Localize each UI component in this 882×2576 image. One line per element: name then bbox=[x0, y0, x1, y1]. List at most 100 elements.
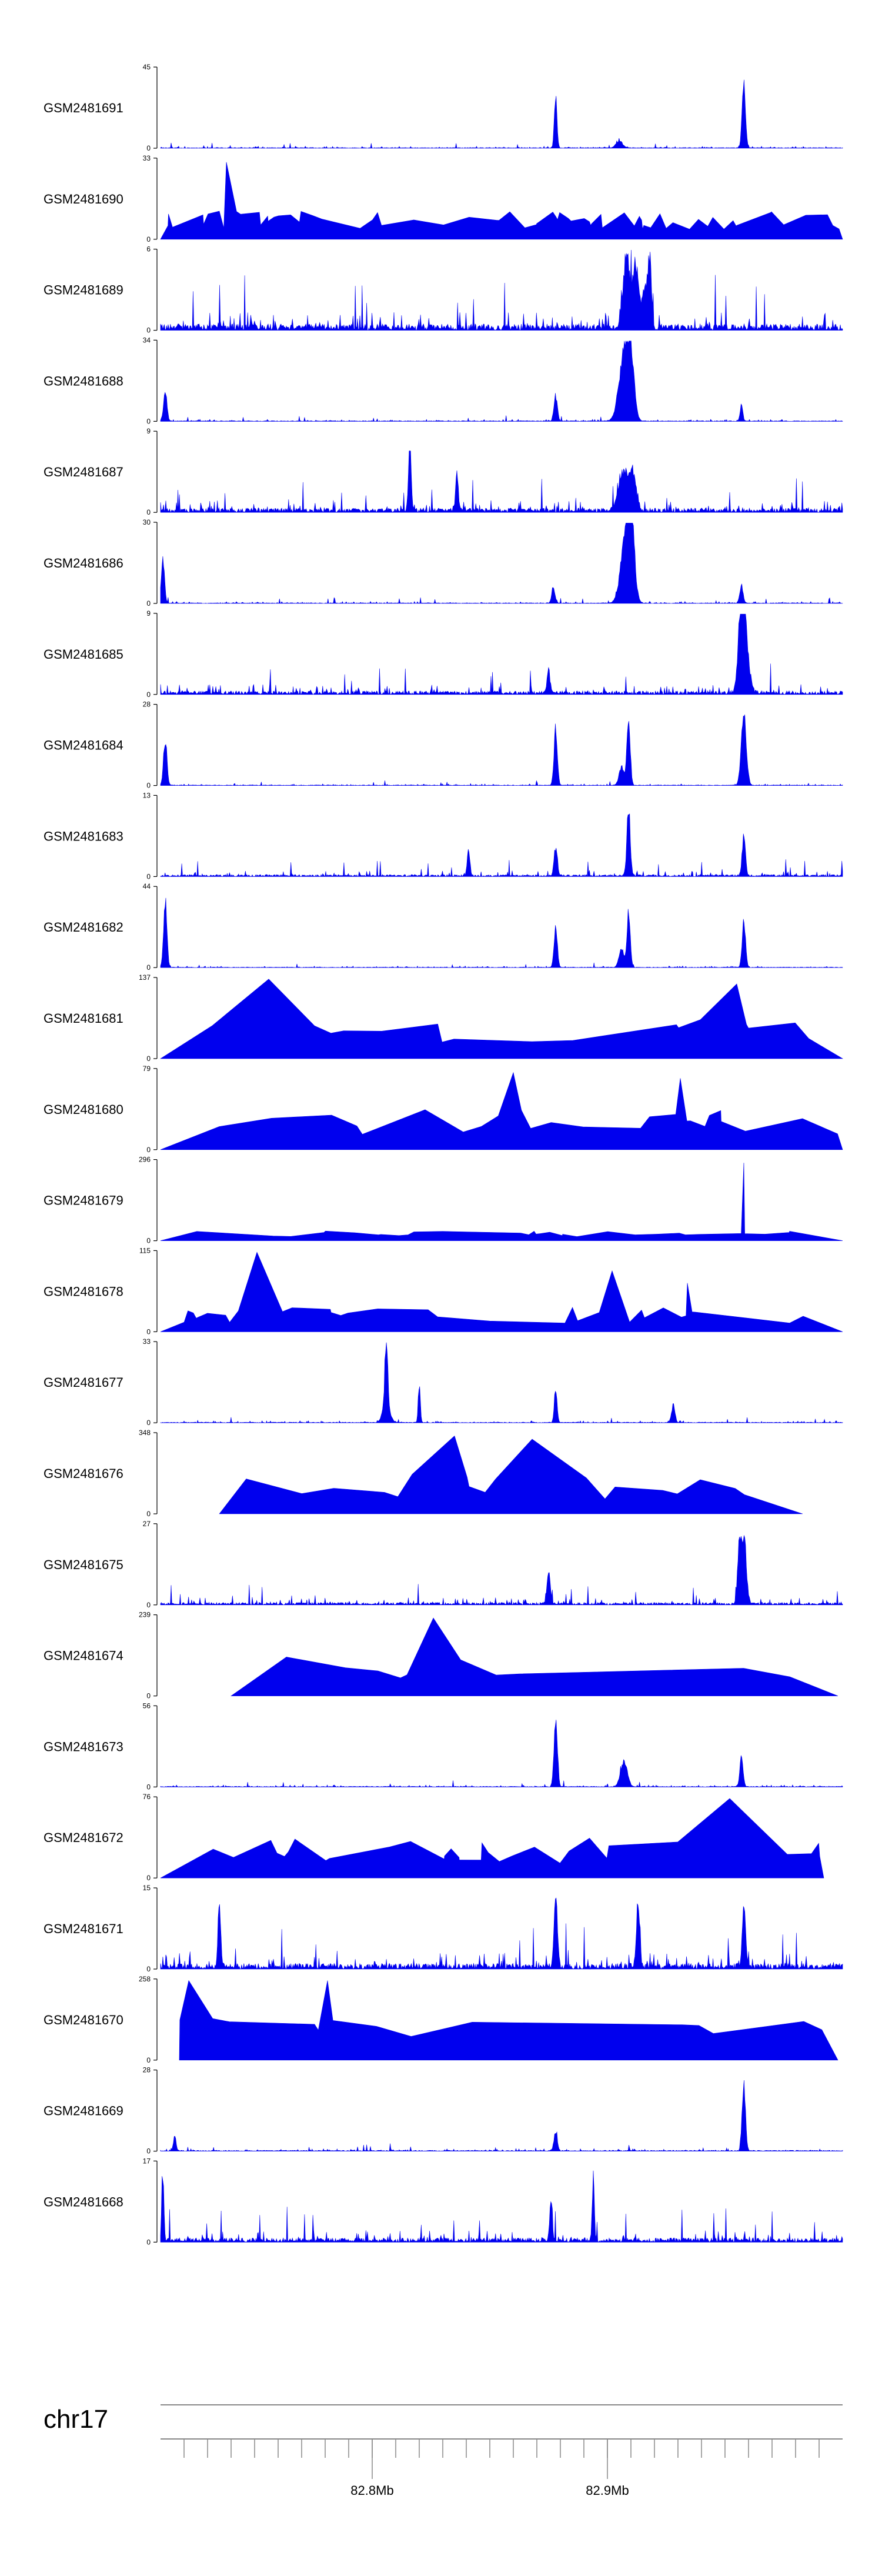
track-label: GSM2481670 bbox=[44, 2013, 123, 2027]
y-axis-min-label: 0 bbox=[146, 599, 151, 608]
track-GSM2481669: GSM2481669 28 0 bbox=[44, 2066, 843, 2155]
signal-area bbox=[160, 1720, 843, 1787]
y-axis-max-label: 33 bbox=[143, 154, 151, 162]
track-label: GSM2481676 bbox=[44, 1466, 123, 1481]
y-axis-min-label: 0 bbox=[146, 963, 151, 972]
y-axis-max-label: 76 bbox=[143, 1793, 151, 1801]
y-axis-min-label: 0 bbox=[146, 326, 151, 335]
y-axis-max-label: 79 bbox=[143, 1065, 151, 1073]
track-label: GSM2481690 bbox=[44, 192, 123, 206]
signal-area bbox=[160, 79, 843, 149]
y-axis-min-label: 0 bbox=[146, 872, 151, 880]
major-tick-label: 82.8Mb bbox=[350, 2483, 393, 2498]
track-label: GSM2481680 bbox=[44, 1102, 123, 1117]
signal-area bbox=[160, 2170, 843, 2243]
signal-area bbox=[160, 451, 843, 513]
y-axis-max-label: 34 bbox=[143, 336, 151, 344]
signal-area bbox=[160, 1252, 843, 1332]
y-axis-min-label: 0 bbox=[146, 144, 151, 152]
track-GSM2481675: GSM2481675 27 0 bbox=[44, 1520, 843, 1609]
track-GSM2481672: GSM2481672 76 0 bbox=[44, 1793, 824, 1882]
y-axis-max-label: 296 bbox=[139, 1156, 151, 1164]
y-axis-min-label: 0 bbox=[146, 2056, 151, 2064]
y-axis-max-label: 27 bbox=[143, 1520, 151, 1528]
y-axis-max-label: 137 bbox=[139, 973, 151, 982]
y-axis-min-label: 0 bbox=[146, 1237, 151, 1245]
track-GSM2481673: GSM2481673 56 0 bbox=[44, 1701, 843, 1791]
signal-area bbox=[160, 340, 843, 422]
track-label: GSM2481686 bbox=[44, 556, 123, 570]
track-label: GSM2481688 bbox=[44, 373, 123, 388]
signal-area bbox=[160, 1798, 824, 1878]
y-axis-min-label: 0 bbox=[146, 508, 151, 516]
y-axis-max-label: 9 bbox=[146, 609, 151, 618]
y-axis-min-label: 0 bbox=[146, 690, 151, 699]
signal-area bbox=[160, 2080, 843, 2152]
track-GSM2481677: GSM2481677 33 0 bbox=[44, 1337, 843, 1427]
track-label: GSM2481673 bbox=[44, 1739, 123, 1754]
track-label: GSM2481682 bbox=[44, 920, 123, 935]
signal-area bbox=[159, 979, 844, 1059]
signal-area bbox=[160, 813, 843, 877]
y-axis-max-label: 9 bbox=[146, 427, 151, 435]
y-axis-min-label: 0 bbox=[146, 1874, 151, 1882]
y-axis-min-label: 0 bbox=[146, 417, 151, 425]
major-tick-label: 82.9Mb bbox=[586, 2483, 629, 2498]
track-GSM2481684: GSM2481684 28 0 bbox=[44, 700, 843, 790]
y-axis-max-label: 258 bbox=[139, 1975, 151, 1983]
signal-area bbox=[160, 613, 843, 695]
y-axis-max-label: 56 bbox=[143, 1701, 151, 1710]
track-label: GSM2481674 bbox=[44, 1649, 123, 1663]
y-axis-max-label: 30 bbox=[143, 518, 151, 526]
track-label: GSM2481691 bbox=[44, 101, 123, 115]
genome-axis: chr17 82.8Mb 82.9Mb bbox=[44, 2404, 843, 2498]
signal-area bbox=[179, 1980, 838, 2061]
track-GSM2481687: GSM2481687 9 0 bbox=[44, 427, 843, 516]
genome-axis-ticks: 82.8Mb 82.9Mb bbox=[183, 2439, 820, 2498]
track-label: GSM2481679 bbox=[44, 1193, 123, 1208]
y-axis-max-label: 33 bbox=[143, 1337, 151, 1346]
chromosome-label: chr17 bbox=[44, 2405, 108, 2434]
track-label: GSM2481689 bbox=[44, 283, 123, 298]
track-GSM2481674: GSM2481674 239 0 bbox=[44, 1611, 838, 1700]
y-axis-max-label: 44 bbox=[143, 882, 151, 890]
y-axis-max-label: 6 bbox=[146, 245, 151, 253]
signal-area bbox=[160, 714, 843, 786]
y-axis-min-label: 0 bbox=[146, 782, 151, 790]
y-axis-max-label: 28 bbox=[143, 2066, 151, 2074]
track-label: GSM2481672 bbox=[44, 1830, 123, 1845]
y-axis-max-label: 45 bbox=[143, 63, 151, 71]
track-GSM2481670: GSM2481670 258 0 bbox=[44, 1975, 838, 2064]
y-axis-max-label: 239 bbox=[139, 1611, 151, 1619]
track-label: GSM2481671 bbox=[44, 1921, 123, 1936]
signal-area bbox=[160, 1163, 843, 1241]
track-GSM2481683: GSM2481683 13 0 bbox=[44, 791, 843, 880]
y-axis-min-label: 0 bbox=[146, 1419, 151, 1427]
track-GSM2481678: GSM2481678 115 0 bbox=[44, 1246, 843, 1336]
y-axis-min-label: 0 bbox=[146, 235, 151, 243]
track-GSM2481689: GSM2481689 6 0 bbox=[44, 245, 843, 335]
track-label: GSM2481677 bbox=[44, 1375, 123, 1390]
track-GSM2481688: GSM2481688 34 0 bbox=[44, 336, 843, 425]
y-axis-min-label: 0 bbox=[146, 1965, 151, 1973]
track-label: GSM2481683 bbox=[44, 829, 123, 843]
y-axis-min-label: 0 bbox=[146, 2238, 151, 2246]
signal-area bbox=[160, 1535, 843, 1606]
y-axis-min-label: 0 bbox=[146, 1692, 151, 1700]
track-label: GSM2481681 bbox=[44, 1011, 123, 1026]
track-GSM2481690: GSM2481690 33 0 bbox=[44, 154, 843, 243]
signal-area bbox=[160, 1072, 843, 1150]
track-GSM2481681: GSM2481681 137 0 bbox=[44, 973, 844, 1063]
y-axis-min-label: 0 bbox=[146, 1601, 151, 1609]
track-GSM2481686: GSM2481686 30 0 bbox=[44, 518, 843, 608]
y-axis-max-label: 28 bbox=[143, 700, 151, 709]
track-label: GSM2481675 bbox=[44, 1557, 123, 1572]
track-label: GSM2481678 bbox=[44, 1284, 123, 1299]
signal-area bbox=[160, 523, 843, 604]
signal-area bbox=[160, 162, 843, 240]
track-label: GSM2481684 bbox=[44, 738, 123, 753]
track-label: GSM2481669 bbox=[44, 2104, 123, 2118]
track-GSM2481676: GSM2481676 348 0 bbox=[44, 1429, 803, 1518]
track-GSM2481671: GSM2481671 15 0 bbox=[44, 1884, 843, 1973]
